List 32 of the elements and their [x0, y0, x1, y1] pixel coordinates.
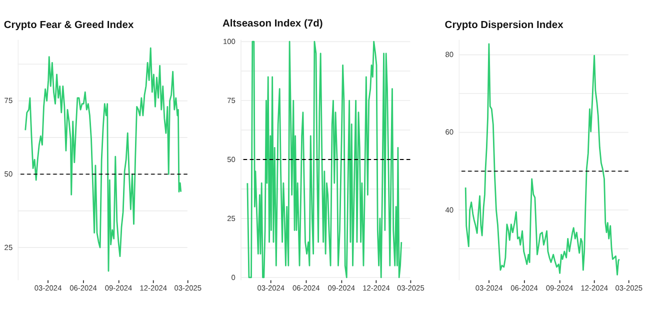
- x-tick-label: 06-2024: [292, 284, 320, 293]
- x-tick-label: 03-2024: [257, 284, 285, 293]
- x-tick-label: 03-2025: [174, 284, 202, 293]
- y-tick-label: 80: [445, 50, 454, 60]
- x-tick-label: 12-2024: [140, 284, 168, 293]
- y-tick-label: 50: [227, 154, 236, 164]
- y-tick-label: 50: [4, 170, 13, 179]
- line-series: [246, 40, 402, 278]
- x-tick-label: 12-2024: [580, 284, 608, 293]
- chart-title: Crypto Dispersion Index: [444, 20, 564, 32]
- x-tick-label: 06-2024: [70, 284, 97, 293]
- line-series: [24, 47, 182, 272]
- y-tick-label: 75: [4, 96, 13, 106]
- chart-title: Altseason Index (7d): [222, 18, 323, 30]
- x-tick-label: 09-2024: [104, 284, 132, 293]
- x-tick-label: 06-2024: [510, 284, 538, 293]
- y-tick-label: 75: [227, 96, 236, 105]
- line-series: [464, 43, 620, 276]
- x-tick-label: 03-2025: [615, 284, 642, 293]
- y-tick-label: 25: [227, 214, 236, 223]
- chart-title: Crypto Fear & Greed Index: [4, 20, 134, 32]
- x-tick-label: 09-2024: [546, 284, 574, 293]
- x-tick-label: 03-2025: [397, 284, 424, 293]
- y-tick-label: 40: [445, 205, 454, 214]
- x-tick-label: 03-2024: [475, 284, 503, 293]
- x-tick-label: 12-2024: [362, 284, 390, 293]
- y-tick-label: 0: [231, 272, 236, 282]
- y-tick-label: 100: [222, 36, 236, 46]
- y-tick-label: 25: [4, 242, 13, 252]
- x-tick-label: 03-2024: [34, 284, 62, 293]
- x-tick-label: 09-2024: [328, 284, 355, 293]
- y-tick-label: 60: [445, 128, 454, 137]
